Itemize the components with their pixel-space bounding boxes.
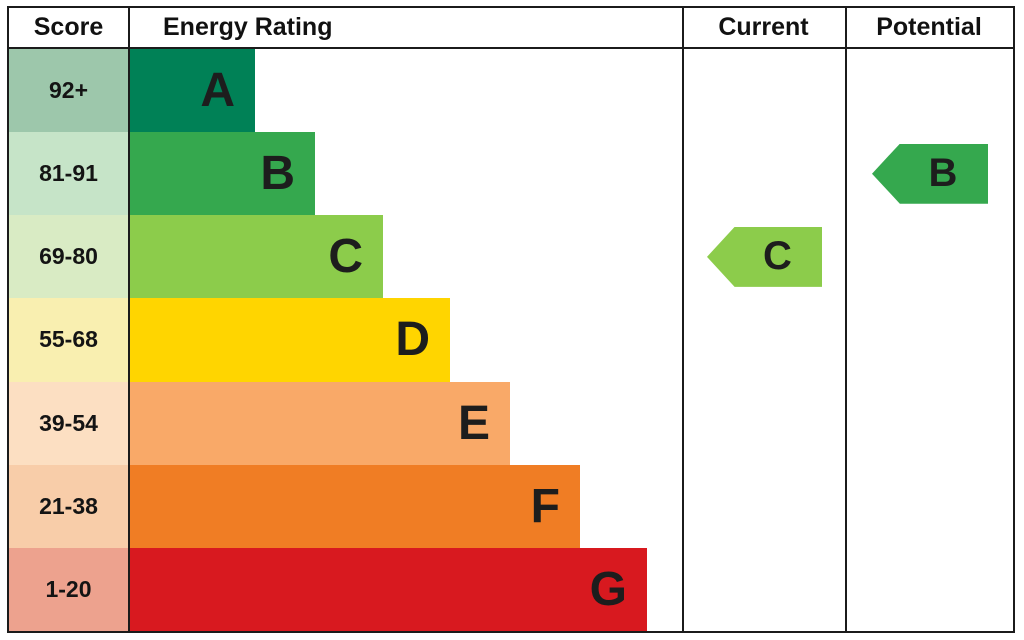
band-row: 55-68 D (9, 298, 1013, 382)
band-row: 69-80 C C (9, 215, 1013, 299)
potential-indicator-arrow: B (872, 143, 988, 204)
band-rating-bar: F (128, 464, 580, 548)
divider-current-column (682, 8, 684, 631)
current-indicator-arrow: C (707, 226, 822, 287)
band-rating-bar: A (128, 49, 255, 133)
band-score-range: 81-91 (9, 132, 128, 216)
band-row: 39-54 E (9, 381, 1013, 465)
divider-score-column (128, 8, 130, 631)
header-potential: Potential (876, 13, 982, 41)
band-rating-bar: D (128, 298, 450, 382)
band-score-range: 21-38 (9, 464, 128, 548)
band-rating-bar: B (128, 132, 315, 216)
band-rating-bar: C (128, 215, 383, 299)
header-energy-rating: Energy Rating (163, 13, 333, 41)
band-row: 1-20 G (9, 547, 1013, 631)
header-current: Current (718, 13, 809, 41)
band-score-range: 92+ (9, 49, 128, 133)
band-rating-bar: E (128, 381, 510, 465)
band-score-range: 39-54 (9, 381, 128, 465)
band-rating-bar: G (128, 547, 647, 631)
chart-body: 92+ A 81-91 B B 69-80 C C 55-68 D 39-54 … (9, 49, 1013, 631)
chart-header-row: Score Energy Rating Current Potential (9, 8, 1013, 49)
band-score-range: 1-20 (9, 547, 128, 631)
header-score: Score (33, 13, 104, 41)
divider-potential-column (845, 8, 847, 631)
band-row: 81-91 B B (9, 132, 1013, 216)
epc-rating-chart: Score Energy Rating Current Potential 92… (7, 6, 1015, 633)
band-row: 21-38 F (9, 464, 1013, 548)
band-row: 92+ A (9, 49, 1013, 133)
band-score-range: 69-80 (9, 215, 128, 299)
band-score-range: 55-68 (9, 298, 128, 382)
